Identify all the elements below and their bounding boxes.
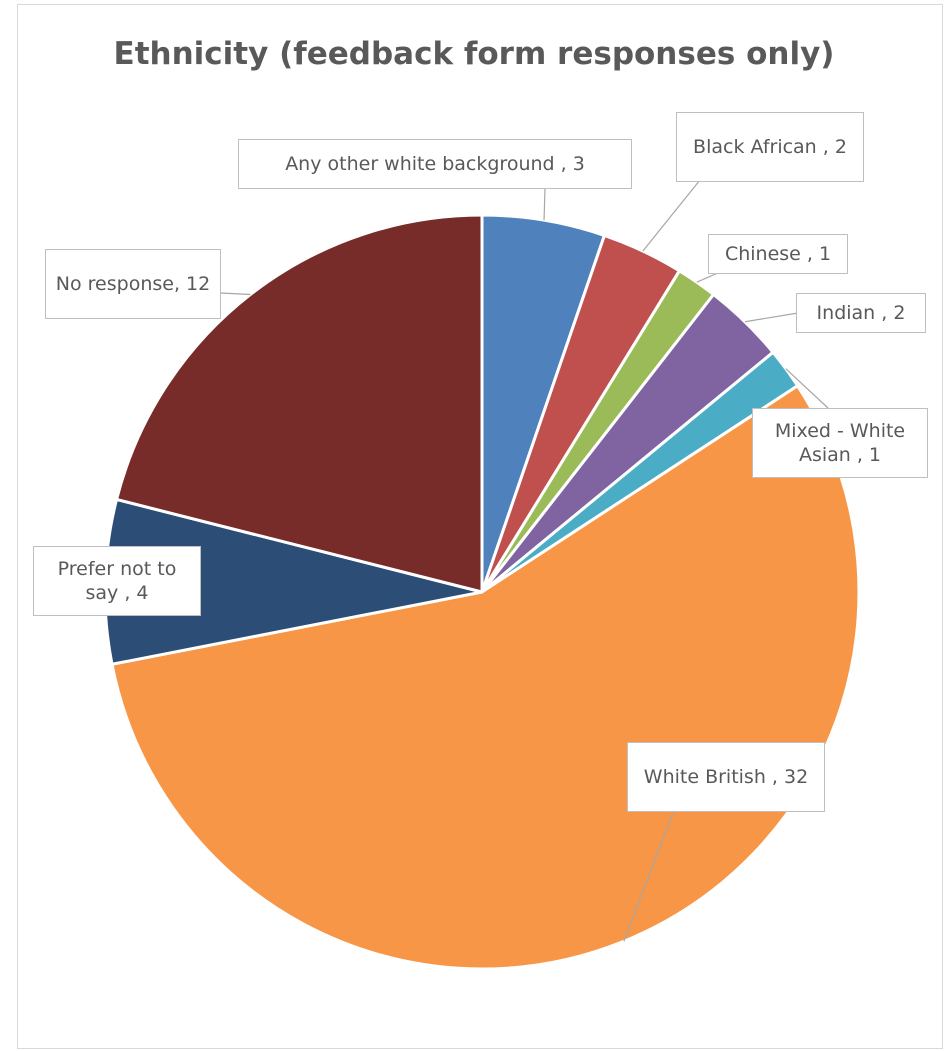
pie-slice: [115, 213, 484, 594]
data-label: Black African , 2: [676, 112, 864, 182]
leader-line: [543, 188, 546, 221]
data-label: Mixed - White Asian , 1: [752, 408, 928, 478]
data-label: White British , 32: [627, 742, 825, 812]
data-label: Chinese , 1: [708, 234, 848, 274]
leader-line: [220, 292, 251, 296]
chart-title: Ethnicity (feedback form responses only): [113, 36, 835, 72]
data-label: No response, 12: [45, 249, 221, 319]
data-label: Prefer not to say , 4: [33, 546, 201, 616]
leader-line: [785, 368, 829, 409]
leader-line: [744, 312, 799, 323]
leader-line: [642, 179, 701, 252]
data-label: Any other white background , 3: [238, 139, 632, 189]
data-label: Indian , 2: [796, 293, 926, 333]
